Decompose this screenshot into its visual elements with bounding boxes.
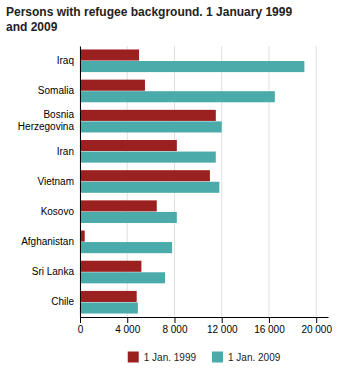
y-tick-label: Iran	[57, 146, 74, 157]
y-tick: Chile	[51, 296, 74, 307]
x-tick-mark	[174, 317, 175, 323]
y-tick-label: Chile	[51, 296, 74, 307]
y-tick-label: Iraq	[57, 55, 74, 66]
bar	[80, 80, 145, 91]
y-axis: Iraq Somalia BosniaHerzegovina Iran Vietnam K…	[18, 47, 81, 318]
y-tick-label-line: Bosnia	[43, 109, 74, 120]
y-axis-line	[80, 47, 81, 318]
legend: 1 Jan. 1999 1 Jan. 2009	[128, 352, 281, 363]
x-tick-label: 12 000	[207, 324, 238, 335]
bar-series	[80, 61, 304, 314]
y-tick-label: Afghanistan	[21, 236, 74, 247]
legend-label: 1 Jan. 1999	[144, 352, 197, 363]
chart: Persons with refugee background. 1 Janua…	[0, 0, 346, 371]
bar	[80, 242, 172, 253]
x-axis-line	[81, 317, 329, 318]
y-tick-label-line: Kosovo	[41, 206, 75, 217]
y-tick-label-line: Iraq	[57, 55, 74, 66]
bar	[80, 152, 216, 163]
title-line: Persons with refugee background. 1 Janua…	[6, 5, 292, 19]
bar	[80, 212, 177, 223]
x-tick-label: 16 000	[254, 324, 285, 335]
legend-label: 1 Jan. 2009	[228, 352, 281, 363]
x-tick-label: 0	[78, 324, 84, 335]
bar	[80, 61, 304, 72]
x-tick-mark	[127, 317, 128, 323]
bar	[80, 91, 275, 102]
x-tick: 0	[78, 317, 84, 335]
y-tick-label-line: Vietnam	[37, 176, 74, 187]
y-tick: BosniaHerzegovina	[18, 109, 75, 132]
bar	[80, 302, 138, 313]
x-tick: 20 000	[301, 317, 332, 335]
bar	[80, 110, 216, 121]
title-line: and 2009	[6, 20, 58, 34]
y-tick: Afghanistan	[21, 236, 74, 247]
bar	[80, 272, 165, 283]
x-axis: 0 4 000 8 000 12 000 16 000 20 000	[78, 317, 333, 335]
x-tick-mark	[269, 317, 270, 323]
bar	[80, 291, 137, 302]
grid	[80, 46, 316, 317]
bar-series	[80, 49, 216, 302]
x-tick-mark	[316, 317, 317, 323]
y-tick: Kosovo	[41, 206, 75, 217]
legend-swatch	[128, 352, 139, 363]
y-tick: Iraq	[57, 55, 74, 66]
y-tick-label: BosniaHerzegovina	[18, 109, 75, 132]
bar	[80, 182, 219, 193]
legend-item: 1 Jan. 2009	[212, 352, 281, 363]
x-tick: 12 000	[207, 317, 238, 335]
x-tick: 8 000	[162, 317, 187, 335]
legend-item: 1 Jan. 1999	[128, 352, 197, 363]
bar	[80, 261, 141, 272]
bar	[80, 200, 157, 211]
x-tick-label: 20 000	[301, 324, 332, 335]
y-tick: Iran	[57, 146, 74, 157]
x-tick-label: 8 000	[162, 324, 187, 335]
y-tick-label: Somalia	[38, 85, 75, 96]
bar	[80, 170, 210, 181]
x-tick: 4 000	[115, 317, 140, 335]
y-tick-label-line: Herzegovina	[18, 121, 75, 132]
y-tick: Sri Lanka	[32, 266, 75, 277]
y-tick-label: Vietnam	[37, 176, 74, 187]
y-tick-label: Kosovo	[41, 206, 75, 217]
y-tick-label-line: Iran	[57, 146, 74, 157]
x-tick-mark	[222, 317, 223, 323]
bar	[80, 121, 222, 132]
grid-line	[268, 46, 269, 317]
grid-line	[80, 46, 81, 317]
y-tick-label-line: Afghanistan	[21, 236, 74, 247]
y-tick: Vietnam	[37, 176, 74, 187]
x-tick: 16 000	[254, 317, 285, 335]
grid-line	[221, 46, 222, 317]
y-tick-label-line: Sri Lanka	[32, 266, 75, 277]
y-tick-label-line: Somalia	[38, 85, 75, 96]
legend-swatch	[212, 352, 223, 363]
y-tick: Somalia	[38, 85, 75, 96]
x-tick-mark	[80, 317, 81, 323]
y-tick-label: Sri Lanka	[32, 266, 75, 277]
title: Persons with refugee background. 1 Janua…	[6, 5, 292, 34]
grid-line	[174, 46, 175, 317]
y-tick-label-line: Chile	[51, 296, 74, 307]
bar	[80, 140, 177, 151]
grid-line	[316, 46, 317, 317]
x-tick-label: 4 000	[115, 324, 140, 335]
bars	[80, 49, 304, 313]
bar	[80, 49, 139, 60]
